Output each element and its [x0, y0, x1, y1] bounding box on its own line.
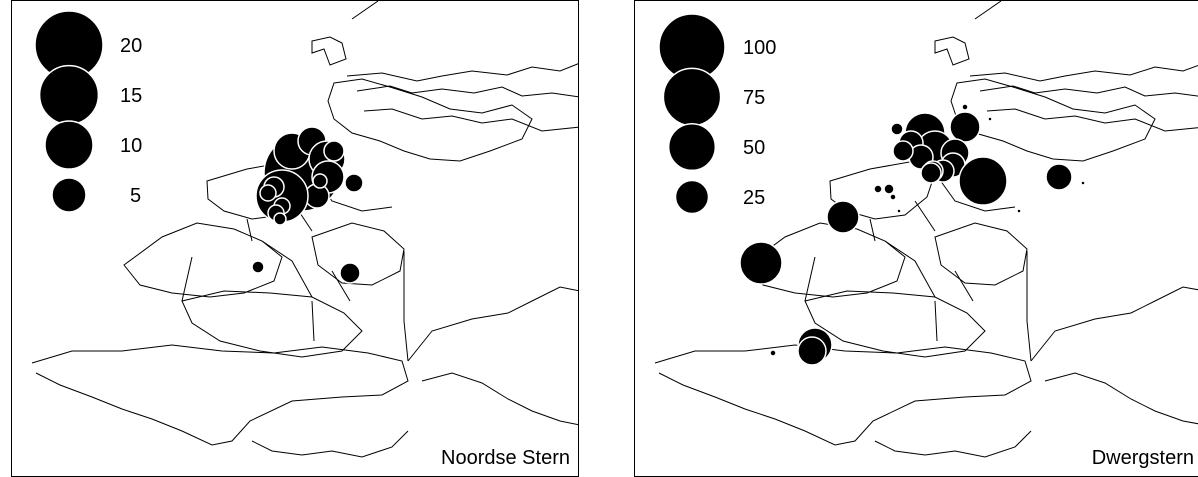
colony-marker: [769, 349, 777, 357]
legend-symbol: [38, 64, 100, 126]
legend-symbol: [44, 120, 94, 170]
colony-marker: [797, 336, 827, 366]
legend-label: 25: [743, 187, 765, 209]
species-label: Noordse Stern: [441, 447, 570, 469]
coastline-group: [654, 1, 1198, 458]
species-label: Dwergstern: [1091, 447, 1194, 469]
colony-marker: [323, 140, 345, 162]
legend-label: 15: [120, 85, 142, 107]
colony-marker: [873, 184, 883, 194]
colony-marker: [890, 122, 904, 136]
island-schouwen: [746, 222, 906, 298]
coastline-north-mainland: [311, 1, 578, 132]
map-panel-noordse-stern: 20 15 10 5 Noordse Stern: [11, 0, 579, 477]
colony-marker: [339, 262, 361, 284]
mainland-south: [874, 286, 1198, 458]
legend-label: 20: [120, 35, 142, 57]
legend-label: 100: [743, 37, 776, 59]
colony-marker: [961, 103, 969, 111]
legend-label: 75: [743, 87, 765, 109]
colony-marker: [883, 183, 895, 195]
colony-marker: [826, 200, 860, 234]
colony-marker: [1045, 163, 1073, 191]
map-panel-dwergstern: 100 75 50 25 Dwergstern: [634, 0, 1198, 477]
map-canvas: 100 75 50 25: [654, 1, 1198, 458]
colony-marker: [920, 162, 942, 184]
inner-waterways: [804, 172, 1032, 362]
legend-symbol: [662, 67, 722, 127]
legend-symbol: [674, 179, 710, 215]
colony-marker: [739, 241, 783, 285]
mainland-south: [251, 286, 578, 458]
size-legend: 100 75 50 25: [658, 13, 776, 215]
legend-label: 5: [130, 185, 141, 207]
coastline-group: [31, 1, 578, 458]
colony-marker: [344, 173, 364, 193]
colony-marker: [889, 193, 897, 201]
island-tholen: [804, 290, 986, 358]
colony-markers: [251, 126, 364, 284]
map-canvas: 20 15 10 5: [31, 1, 578, 458]
colony-marker: [896, 208, 902, 214]
colony-marker: [1016, 208, 1022, 214]
colony-marker: [251, 260, 265, 274]
colony-marker: [987, 116, 993, 122]
island-overflakkee: [311, 222, 405, 286]
island-overflakkee: [934, 222, 1028, 286]
legend-symbol: [667, 122, 717, 172]
legend-label: 10: [120, 135, 142, 157]
colony-marker: [259, 184, 277, 202]
colony-marker: [949, 111, 981, 143]
colony-marker: [312, 173, 328, 189]
colony-marker: [892, 140, 914, 162]
inner-waterways: [181, 172, 409, 362]
island-schouwen: [123, 222, 283, 298]
colony-marker: [958, 156, 1008, 206]
walcheren-beveland: [654, 344, 1032, 446]
size-legend: 20 15 10 5: [34, 10, 142, 213]
coastline-north-mainland: [934, 1, 1198, 132]
colony-marker: [273, 212, 287, 226]
island-tholen: [181, 290, 363, 358]
colony-markers: [739, 103, 1086, 366]
legend-label: 50: [743, 137, 765, 159]
walcheren-beveland: [31, 344, 409, 446]
legend-symbol: [51, 177, 87, 213]
island-goeree: [327, 78, 533, 162]
colony-marker: [1080, 180, 1086, 186]
